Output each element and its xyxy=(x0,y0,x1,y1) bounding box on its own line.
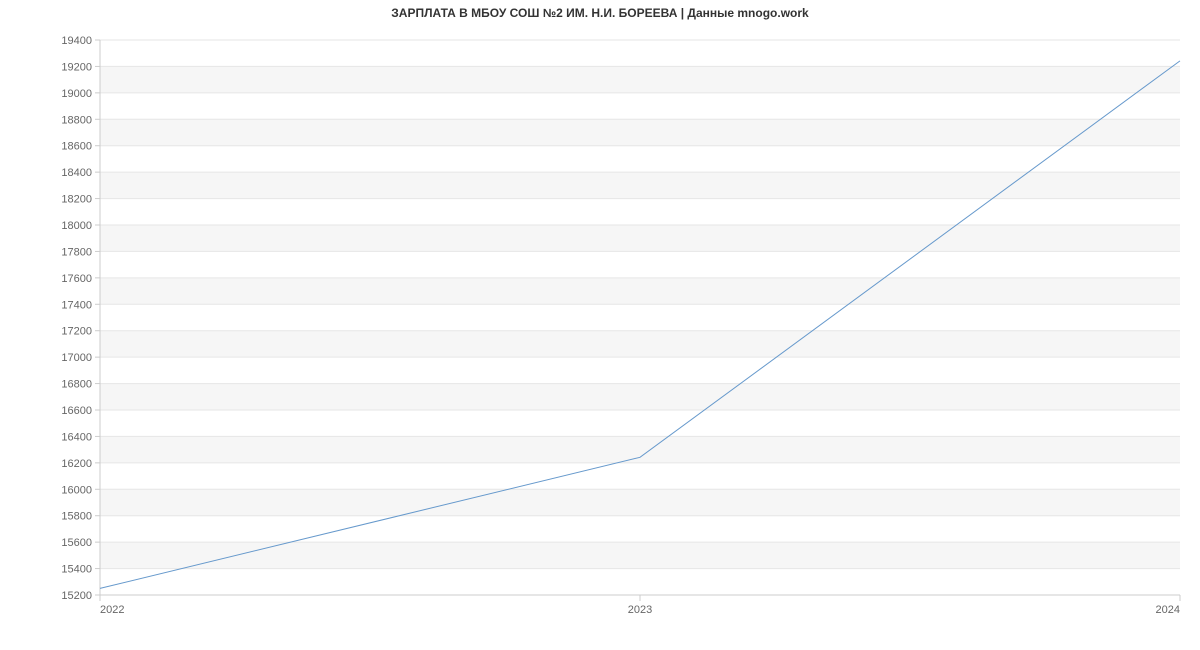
svg-text:17200: 17200 xyxy=(61,326,92,338)
svg-text:2022: 2022 xyxy=(100,604,124,616)
salary-line-chart: ЗАРПЛАТА В МБОУ СОШ №2 ИМ. Н.И. БОРЕЕВА … xyxy=(0,0,1200,650)
svg-text:16800: 16800 xyxy=(61,379,92,391)
svg-text:18400: 18400 xyxy=(61,167,92,179)
svg-text:19000: 19000 xyxy=(61,88,92,100)
svg-text:18000: 18000 xyxy=(61,220,92,232)
svg-text:15800: 15800 xyxy=(61,511,92,523)
svg-text:15600: 15600 xyxy=(61,537,92,549)
chart-svg: 15200 15400 15600 15800 16000 16200 16400 16600… xyxy=(0,0,1200,650)
svg-text:16400: 16400 xyxy=(61,431,92,443)
svg-text:2024: 2024 xyxy=(1156,604,1180,616)
svg-text:16600: 16600 xyxy=(61,405,92,417)
svg-text:15400: 15400 xyxy=(61,564,92,576)
svg-text:16000: 16000 xyxy=(61,484,92,496)
svg-text:19400: 19400 xyxy=(61,35,92,47)
svg-text:17800: 17800 xyxy=(61,246,92,258)
svg-text:17600: 17600 xyxy=(61,273,92,285)
svg-text:19200: 19200 xyxy=(61,61,92,73)
svg-text:18800: 18800 xyxy=(61,114,92,126)
svg-text:15200: 15200 xyxy=(61,590,92,602)
svg-text:18600: 18600 xyxy=(61,141,92,153)
svg-text:17400: 17400 xyxy=(61,299,92,311)
svg-text:16200: 16200 xyxy=(61,458,92,470)
svg-text:2023: 2023 xyxy=(628,604,652,616)
svg-text:17000: 17000 xyxy=(61,352,92,364)
svg-text:18200: 18200 xyxy=(61,194,92,206)
